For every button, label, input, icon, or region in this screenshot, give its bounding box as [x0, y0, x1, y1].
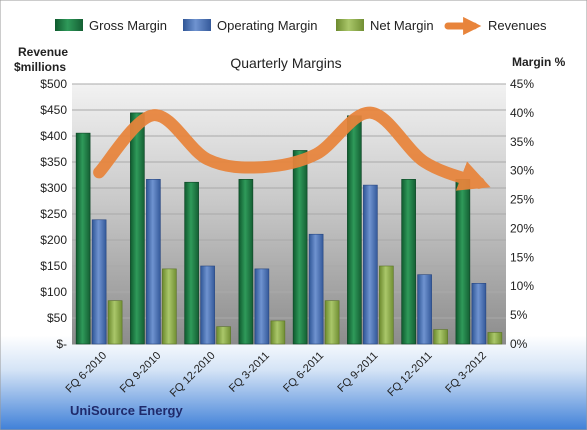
bar-net-margin [487, 332, 503, 345]
right-tick-label: 10% [510, 279, 534, 293]
legend-label-net-margin: Net Margin [370, 18, 434, 33]
bar-operating-margin [308, 233, 324, 345]
left-tick-label: $100 [40, 285, 67, 299]
bar-operating-margin [471, 283, 487, 345]
right-axis-label: Margin % [512, 55, 566, 69]
bar-net-margin [433, 329, 448, 345]
right-tick-label: 30% [510, 164, 534, 178]
bar-gross-margin [75, 132, 91, 345]
left-tick-label: $450 [40, 103, 67, 117]
bar-gross-margin [455, 179, 471, 345]
bar-gross-margin [347, 115, 362, 345]
right-tick-label: 20% [510, 221, 534, 235]
bar-gross-margin [238, 179, 254, 345]
legend-label-gross-margin: Gross Margin [89, 18, 167, 33]
bar-operating-margin [254, 268, 270, 345]
legend-swatch-gross-margin [55, 19, 83, 31]
legend-swatch-operating-margin [183, 19, 211, 31]
left-tick-label: $150 [40, 259, 67, 273]
legend-swatch-net-margin [336, 19, 364, 31]
legend: Gross Margin Operating Margin Net Margin… [55, 16, 547, 36]
bar-net-margin [162, 268, 177, 345]
bar-gross-margin [401, 179, 416, 345]
bar-gross-margin [292, 150, 308, 345]
bar-operating-margin [417, 274, 432, 345]
left-tick-label: $400 [40, 129, 67, 143]
bar-net-margin [379, 265, 394, 345]
bar-net-margin [216, 326, 231, 345]
legend-label-revenues: Revenues [488, 18, 547, 33]
legend-label-operating-margin: Operating Margin [217, 18, 317, 33]
bar-operating-margin [91, 219, 107, 345]
left-tick-label: $350 [40, 155, 67, 169]
right-tick-label: 40% [510, 106, 534, 120]
bar-net-margin [324, 300, 340, 345]
revenues-line [93, 106, 491, 191]
right-tick-label: 5% [510, 308, 528, 322]
right-tick-label: 45% [510, 77, 534, 91]
bar-operating-margin [363, 184, 378, 345]
bar-gross-margin [130, 112, 145, 345]
right-tick-label: 15% [510, 250, 534, 264]
right-tick-label: 0% [510, 337, 528, 351]
bar-gross-margin [184, 181, 199, 345]
bars [75, 112, 503, 345]
chart-title: Quarterly Margins [230, 55, 341, 71]
left-tick-label: $250 [40, 207, 67, 221]
company-label: UniSource Energy [70, 403, 183, 418]
revenue-line-layer [93, 106, 491, 191]
left-axis-ticks: $- $50 $100 $150 $200 $250 $300 $350 $400 $450 $50… [40, 77, 67, 351]
left-tick-label: $- [56, 337, 67, 351]
left-tick-label: $200 [40, 233, 67, 247]
left-tick-label: $300 [40, 181, 67, 195]
right-tick-label: 25% [510, 193, 534, 207]
bar-net-margin [107, 300, 123, 345]
bar-operating-margin [146, 179, 161, 345]
left-axis-label-line2: $millions [14, 60, 66, 74]
bar-operating-margin [200, 265, 215, 345]
right-axis-ticks: 0% 5% 10% 15% 20% 25% 30% 35% 40% 45% [510, 77, 534, 351]
left-tick-label: $500 [40, 77, 67, 91]
left-axis-label-line1: Revenue [18, 45, 68, 59]
left-tick-label: $50 [47, 311, 67, 325]
bar-net-margin [270, 320, 286, 345]
right-tick-label: 35% [510, 135, 534, 149]
